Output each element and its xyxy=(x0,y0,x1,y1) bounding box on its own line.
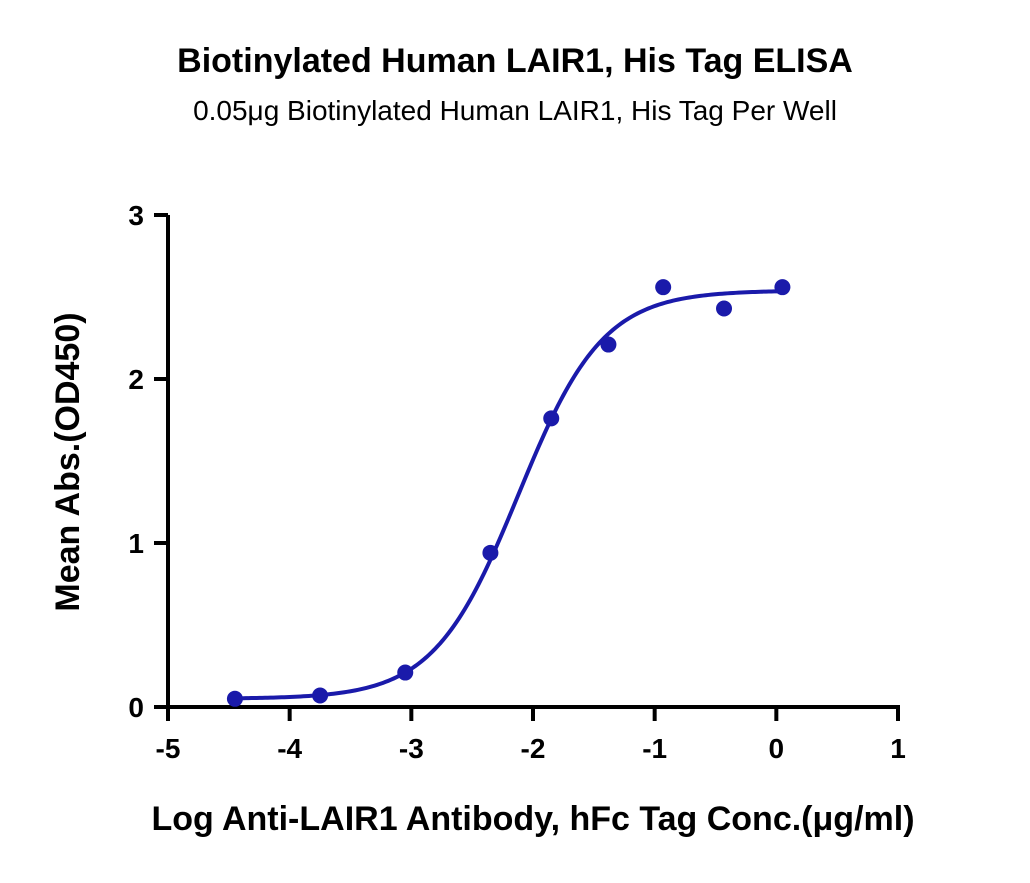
x-tick-label: -1 xyxy=(642,733,667,764)
chart-subtitle: 0.05μg Biotinylated Human LAIR1, His Tag… xyxy=(193,95,837,126)
data-points-layer xyxy=(226,279,791,707)
x-tick-label: 1 xyxy=(890,733,906,764)
x-tick-label: -4 xyxy=(277,733,302,764)
x-tick-label: 0 xyxy=(769,733,785,764)
data-point xyxy=(716,300,733,317)
data-point xyxy=(543,410,560,427)
y-tick-label: 0 xyxy=(128,692,144,723)
data-point xyxy=(397,664,414,681)
x-tick-label: -2 xyxy=(521,733,546,764)
fit-curve xyxy=(234,289,783,701)
x-axis-label: Log Anti-LAIR1 Antibody, hFc Tag Conc.(μ… xyxy=(151,800,914,838)
fit-curve-layer xyxy=(234,289,783,701)
data-point xyxy=(600,336,617,353)
y-tick-label: 1 xyxy=(128,528,144,559)
data-point xyxy=(312,687,329,704)
data-point xyxy=(774,279,791,296)
x-tick-label: -5 xyxy=(156,733,181,764)
y-axis-label: Mean Abs.(OD450) xyxy=(49,312,87,611)
data-point xyxy=(226,690,243,707)
data-point xyxy=(482,544,499,561)
data-point xyxy=(655,279,672,296)
y-tick-label: 2 xyxy=(128,364,144,395)
chart-title: Biotinylated Human LAIR1, His Tag ELISA xyxy=(177,42,853,80)
x-tick-label: -3 xyxy=(399,733,424,764)
y-tick-label: 3 xyxy=(128,200,144,231)
axes: -5 -4 -3 -2 -1 0 1 0 1 2 3 xyxy=(128,200,905,764)
